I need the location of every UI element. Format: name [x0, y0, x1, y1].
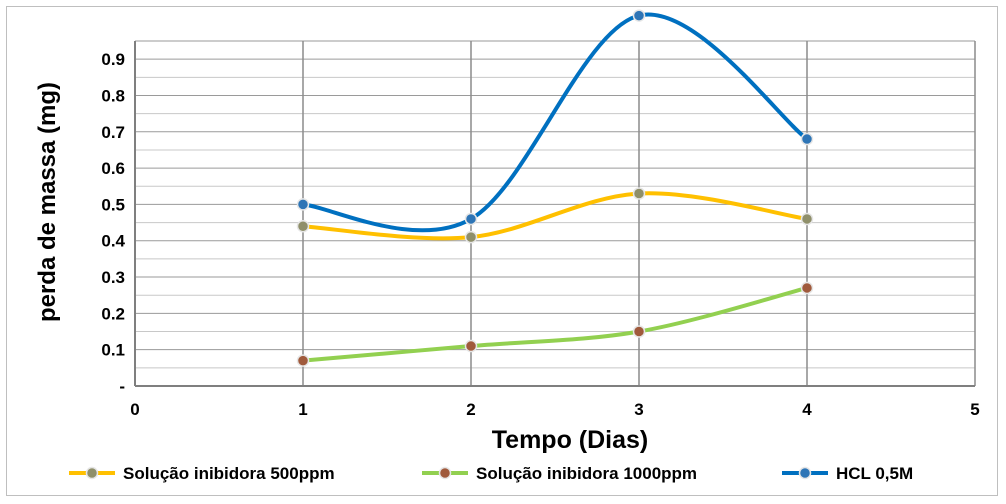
x-tick-label: 0 [130, 400, 139, 419]
series-lines [303, 15, 807, 361]
data-point [802, 282, 813, 293]
y-tick-label: 0.9 [101, 50, 125, 69]
y-axis-title: perda de massa (mg) [34, 82, 61, 322]
legend-entry-label: HCL 0,5M [836, 464, 913, 483]
legend-swatch-marker [87, 468, 98, 479]
y-tick-label: 0.4 [101, 232, 125, 251]
x-tick-label: 3 [634, 400, 643, 419]
data-point [802, 213, 813, 224]
y-tick-label: - [119, 377, 125, 396]
series-line-1 [303, 193, 807, 238]
data-points [298, 10, 813, 366]
y-tick-label: 0.2 [101, 304, 125, 323]
data-point [298, 355, 309, 366]
x-tick-label: 5 [970, 400, 979, 419]
data-point [634, 326, 645, 337]
x-tick-label: 4 [802, 400, 812, 419]
y-tick-label: 0.7 [101, 123, 125, 142]
x-axis-title: Tempo (Dias) [492, 426, 649, 454]
series-line-3 [303, 15, 807, 231]
y-tick-label: 0.8 [101, 86, 125, 105]
legend-swatch-marker [800, 468, 811, 479]
legend-entry-label: Solução inibidora 500ppm [123, 464, 335, 483]
legend: Solução inibidora 500ppm Solução inibidor… [69, 464, 913, 483]
data-point [298, 199, 309, 210]
y-tick-label: 0.6 [101, 159, 125, 178]
data-point [634, 10, 645, 21]
legend-entry-label: Solução inibidora 1000ppm [476, 464, 697, 483]
line-chart: 0 1 2 3 4 5 - 0.1 0.2 0.3 0.4 0.5 0.6 0.7 0.8 0.9 Temp… [7, 7, 999, 497]
y-tick-label: 0.1 [101, 341, 125, 360]
x-tick-label: 1 [298, 400, 307, 419]
data-point [802, 134, 813, 145]
x-tick-label: 2 [466, 400, 475, 419]
data-point [466, 341, 477, 352]
chart-frame: 0 1 2 3 4 5 - 0.1 0.2 0.3 0.4 0.5 0.6 0.7 0.8 0.9 Temp… [6, 6, 998, 496]
y-tick-label: 0.5 [101, 195, 125, 214]
legend-swatch-marker [440, 468, 451, 479]
data-point [298, 221, 309, 232]
data-point [466, 213, 477, 224]
data-point [466, 232, 477, 243]
x-tick-labels: 0 1 2 3 4 5 [130, 400, 979, 419]
data-point [634, 188, 645, 199]
y-tick-labels: - 0.1 0.2 0.3 0.4 0.5 0.6 0.7 0.8 0.9 [101, 50, 125, 396]
y-tick-label: 0.3 [101, 268, 125, 287]
